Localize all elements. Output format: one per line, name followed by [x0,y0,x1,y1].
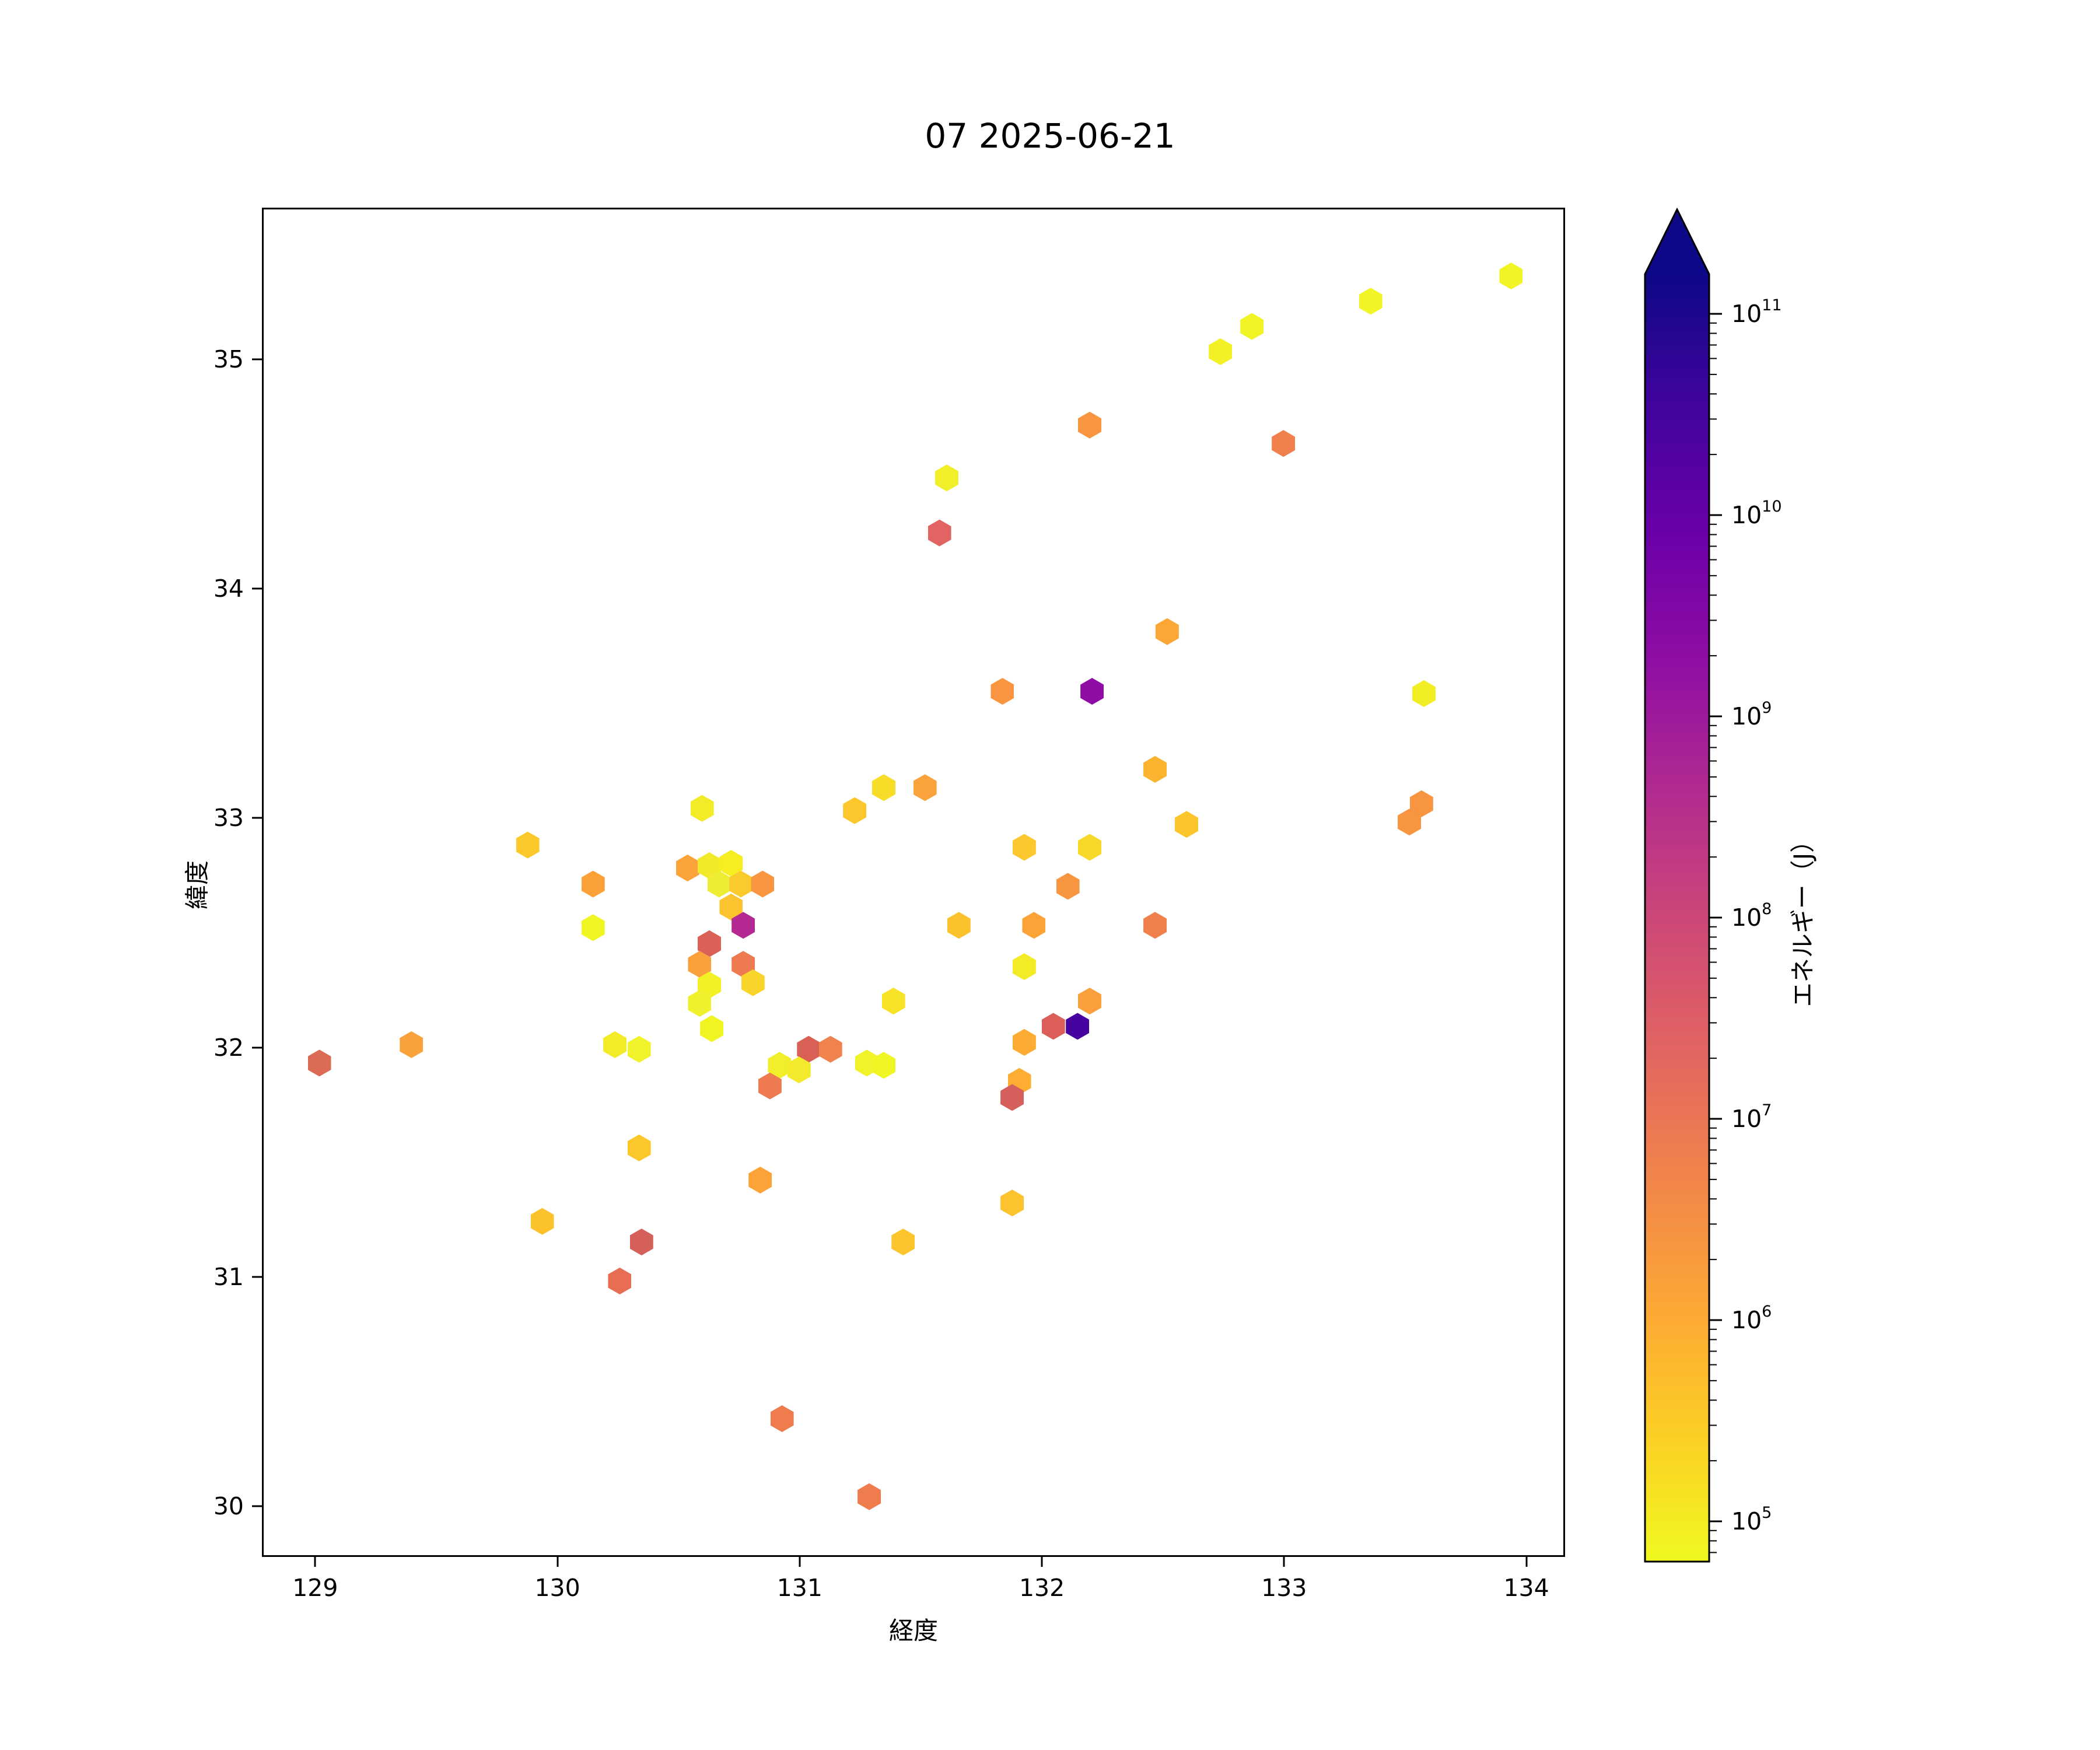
colorbar-tick-label: 106 [1731,1303,1772,1334]
hex-marker [603,1031,627,1058]
x-tick-label: 131 [776,1574,822,1602]
y-tick [252,1276,262,1278]
y-tick-label: 35 [213,345,244,373]
hex-marker [1155,618,1179,645]
hex-marker [1080,678,1104,705]
x-tick-label: 132 [1019,1574,1065,1602]
hex-marker [1359,288,1382,315]
hex-marker [935,464,958,492]
hex-marker [1143,912,1167,939]
hex-marker [627,1134,651,1161]
hex-marker [1398,808,1422,836]
colorbar-tick-label: 109 [1731,699,1772,730]
hex-marker [858,1483,881,1510]
hex-marker [700,1015,724,1042]
hex-marker [770,1405,794,1433]
hex-marker [516,831,540,859]
y-tick [252,1046,262,1049]
hex-marker [1022,912,1046,939]
colorbar-bar [1644,207,1710,1563]
hex-marker [891,1228,915,1256]
hex-marker [991,678,1014,705]
y-tick-label: 33 [213,804,244,832]
hex-marker [872,774,896,802]
hex-marker [1412,680,1436,707]
hex-marker [818,1035,842,1063]
colorbar-tick-label: 108 [1731,900,1772,932]
hex-marker [1240,313,1264,340]
hex-marker [1077,411,1101,439]
hex-marker [913,774,937,802]
x-tick [1525,1557,1528,1567]
hex-marker [629,1228,653,1256]
chart-title: 07 2025-06-21 [925,116,1175,156]
plot-area [262,208,1565,1557]
x-tick-label: 134 [1503,1574,1549,1602]
x-tick [314,1557,316,1567]
y-tick [252,587,262,590]
hex-marker [843,797,867,824]
colorbar-tick-label: 105 [1731,1504,1772,1535]
hex-marker [307,1049,331,1077]
hex-marker [1066,1013,1090,1040]
colorbar-tick-label: 107 [1731,1101,1772,1133]
colorbar-axis-label: エネルギー（J） [1788,828,1817,1007]
hex-marker [1175,811,1199,838]
hex-marker [1056,873,1080,900]
hex-marker [1012,953,1036,981]
y-axis-label: 緯度 [183,860,212,910]
hex-marker [1000,1189,1024,1217]
hex-marker [1077,834,1101,861]
hex-marker [751,870,775,898]
colorbar-tick-label: 1010 [1731,498,1782,529]
hex-marker [676,854,699,881]
hex-marker [608,1268,632,1295]
y-tick [252,1505,262,1507]
x-tick-label: 130 [534,1574,580,1602]
hex-marker [1143,755,1167,783]
hex-marker [627,1035,651,1063]
hex-marker [530,1208,554,1235]
y-tick [252,817,262,819]
y-tick [252,358,262,360]
y-tick-label: 31 [213,1263,244,1292]
hex-marker [1012,1028,1036,1056]
colorbar-tick-label: 1011 [1731,296,1782,328]
y-tick-label: 32 [213,1033,244,1062]
hex-marker [1012,834,1036,861]
hex-marker [581,914,605,942]
hex-marker [1272,430,1296,457]
hex-marker [881,988,905,1015]
x-axis-label: 経度 [888,1616,939,1645]
x-tick [1283,1557,1285,1567]
hex-marker [581,870,605,898]
hex-marker [1077,988,1101,1015]
hex-marker [748,1166,772,1194]
hex-marker [947,912,971,939]
hex-marker [928,519,951,547]
x-tick [556,1557,559,1567]
y-tick-label: 30 [213,1492,244,1521]
x-tick [1041,1557,1043,1567]
hex-marker [1041,1013,1065,1040]
hex-marker [1209,338,1233,365]
x-tick [799,1557,801,1567]
x-tick-label: 133 [1261,1574,1307,1602]
y-tick-label: 34 [213,574,244,603]
x-tick-label: 129 [292,1574,338,1602]
hex-marker [690,794,714,822]
hex-marker [1499,262,1523,290]
hex-marker [400,1031,424,1058]
